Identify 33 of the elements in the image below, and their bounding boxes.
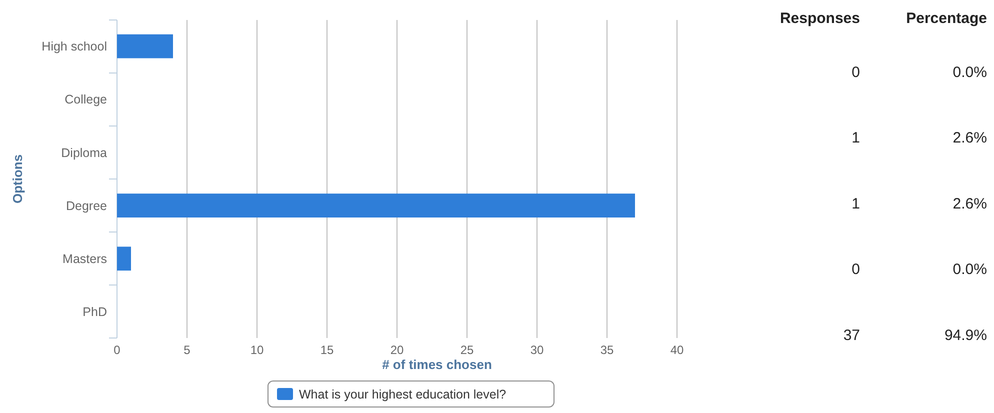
bar <box>117 246 131 271</box>
bar <box>117 34 173 58</box>
text: 2.6% <box>952 130 987 147</box>
x-axis-title: # of times chosen <box>382 357 492 372</box>
text: 2.6% <box>952 195 987 212</box>
text: 0 <box>852 261 860 278</box>
text: Percentage <box>906 10 987 27</box>
x-tick-label: 15 <box>320 343 334 357</box>
text: Responses <box>780 10 860 27</box>
text: 0.0% <box>952 64 987 81</box>
text: 0.0% <box>952 261 987 278</box>
x-tick-label: 10 <box>250 343 264 357</box>
text: 94.9% <box>944 326 987 344</box>
text: 37 <box>843 326 860 344</box>
y-axis-title: Options <box>10 154 25 204</box>
text: 0 <box>852 64 860 81</box>
bar <box>117 194 635 218</box>
x-tick-label: 5 <box>184 343 191 357</box>
x-tick-label: 20 <box>390 343 404 357</box>
text: 1 <box>852 130 860 147</box>
text: 1 <box>852 195 860 212</box>
y-tick-label: Degree <box>66 198 108 213</box>
y-tick-label: PhD <box>82 305 107 320</box>
y-tick-label: College <box>64 92 108 107</box>
y-tick-label: High school <box>42 40 107 54</box>
legend-label: What is your highest education level? <box>299 387 506 402</box>
x-tick-label: 0 <box>114 343 121 357</box>
x-tick-label: 30 <box>530 343 544 357</box>
x-tick-label: 35 <box>600 343 614 357</box>
y-tick-label: Masters <box>62 252 107 266</box>
x-tick-label: 25 <box>460 343 474 357</box>
x-tick-label: 40 <box>670 343 684 357</box>
y-tick-label: Diploma <box>61 146 108 160</box>
